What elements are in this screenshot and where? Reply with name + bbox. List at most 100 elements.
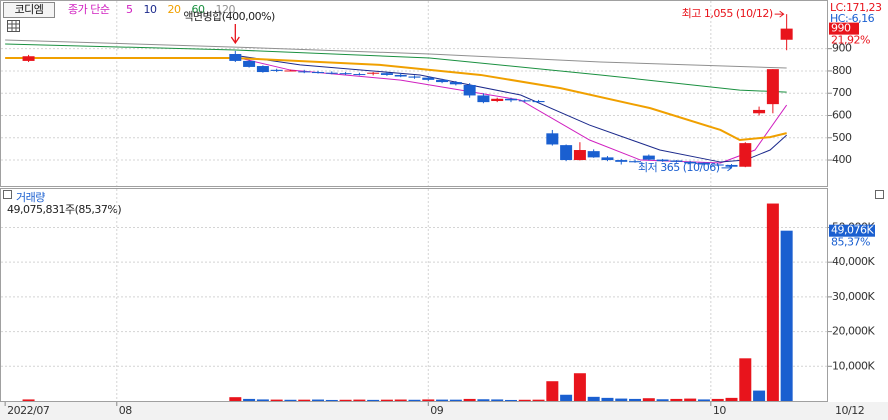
- candle-body: [298, 71, 311, 73]
- volume-bar: [325, 399, 338, 401]
- volume-bar: [463, 398, 476, 401]
- grid-icon[interactable]: [7, 20, 20, 32]
- y-tick-label: 800: [832, 64, 852, 77]
- candle-body: [532, 101, 545, 103]
- ma-line: [5, 39, 787, 69]
- candle-body: [256, 66, 269, 73]
- legend-entry: 5: [126, 3, 133, 16]
- annotation: 최저 365 (10/06): [638, 161, 720, 174]
- panel-toggle[interactable]: [3, 190, 12, 199]
- volume-bar: [780, 230, 793, 401]
- candle-body: [325, 72, 338, 74]
- volume-bar: [642, 398, 655, 401]
- x-end-label: 10/12: [835, 404, 864, 417]
- volume-subtitle: 49,075,831주(85,37%): [7, 203, 121, 216]
- volume-bar: [256, 399, 269, 401]
- candle-body: [629, 161, 642, 163]
- candle-body: [684, 161, 697, 164]
- candle-body: [22, 56, 35, 61]
- candle-body: [270, 69, 283, 71]
- chart-title: 코디엠: [15, 3, 44, 16]
- ma-line: [5, 57, 787, 142]
- candle-body: [711, 164, 724, 166]
- volume-bar: [243, 398, 256, 401]
- candle-body: [491, 98, 504, 102]
- panel-close[interactable]: [875, 190, 884, 199]
- y-tick-label: 500: [832, 131, 852, 144]
- candle-body: [422, 77, 435, 80]
- ma-label: 종가 단순: [68, 3, 110, 16]
- candle-body: [380, 73, 393, 75]
- volume-bar: [380, 399, 393, 401]
- candle-body: [229, 54, 242, 61]
- volume-bar: [684, 398, 697, 401]
- volume-bar: [408, 399, 421, 401]
- volume-bar: [753, 390, 766, 401]
- candle-body: [642, 155, 655, 160]
- volume-bar: [229, 397, 242, 401]
- volume-bar: [629, 398, 642, 401]
- candle-body: [601, 157, 614, 161]
- volume-bar: [491, 399, 504, 401]
- y-tick-label: 40,000K: [832, 255, 875, 268]
- volume-bar: [353, 399, 366, 401]
- annotation-arrow: [721, 164, 733, 172]
- annotation: 액면병합(400,00%): [183, 10, 275, 23]
- volume-bar: [477, 399, 490, 401]
- volume-bar: [615, 398, 628, 401]
- last-ratio: 85,37%: [831, 236, 870, 249]
- candle-body: [766, 69, 779, 105]
- volume-bar: [367, 399, 380, 401]
- volume-bar: [573, 373, 586, 401]
- volume-bar: [449, 399, 462, 401]
- volume-bar: [656, 399, 669, 401]
- volume-bar: [670, 398, 683, 401]
- hc-label: HC:-6,16: [830, 12, 875, 25]
- volume-panel: [0, 188, 828, 402]
- volume-bar: [697, 399, 710, 401]
- candle-body: [463, 84, 476, 96]
- candle-body: [394, 74, 407, 77]
- candle-body: [518, 100, 531, 102]
- volume-bar: [339, 399, 352, 401]
- y-tick-label: 10,000K: [832, 359, 875, 372]
- volume-bar: [560, 394, 573, 401]
- x-tick-label: 09: [430, 404, 443, 417]
- volume-bar: [601, 397, 614, 401]
- y-tick-label: 30,000K: [832, 290, 875, 303]
- volume-bar: [22, 399, 35, 401]
- candle-body: [436, 79, 449, 83]
- candle-body: [546, 133, 559, 145]
- candle-body: [353, 74, 366, 76]
- volume-bar: [546, 381, 559, 401]
- volume-bar: [312, 399, 325, 401]
- candle-body: [449, 82, 462, 85]
- volume-bar: [587, 396, 600, 401]
- candle-body: [477, 95, 490, 103]
- candle-body: [780, 28, 793, 40]
- price-panel: [0, 0, 828, 187]
- legend-entry: 20: [168, 3, 181, 16]
- volume-bar: [284, 399, 297, 401]
- volume-bar: [298, 399, 311, 401]
- x-axis-strip: [0, 402, 888, 420]
- candle-body: [670, 160, 683, 162]
- volume-bar: [725, 397, 738, 401]
- legend-entry: 120: [216, 3, 236, 16]
- candle-body: [725, 164, 738, 167]
- candle-body: [656, 159, 669, 162]
- volume-bar: [394, 399, 407, 401]
- last-volume-box: [829, 224, 875, 237]
- candle-body: [408, 76, 421, 78]
- candle-body: [560, 145, 573, 161]
- x-tick-label: 2022/07: [7, 404, 50, 417]
- last-price-box: [829, 22, 859, 35]
- candle-body: [739, 143, 752, 167]
- candle-body: [243, 60, 256, 67]
- candle-body: [367, 72, 380, 74]
- annotation-arrow: [230, 24, 240, 45]
- candle-body: [284, 70, 297, 72]
- ma-line: [239, 55, 787, 163]
